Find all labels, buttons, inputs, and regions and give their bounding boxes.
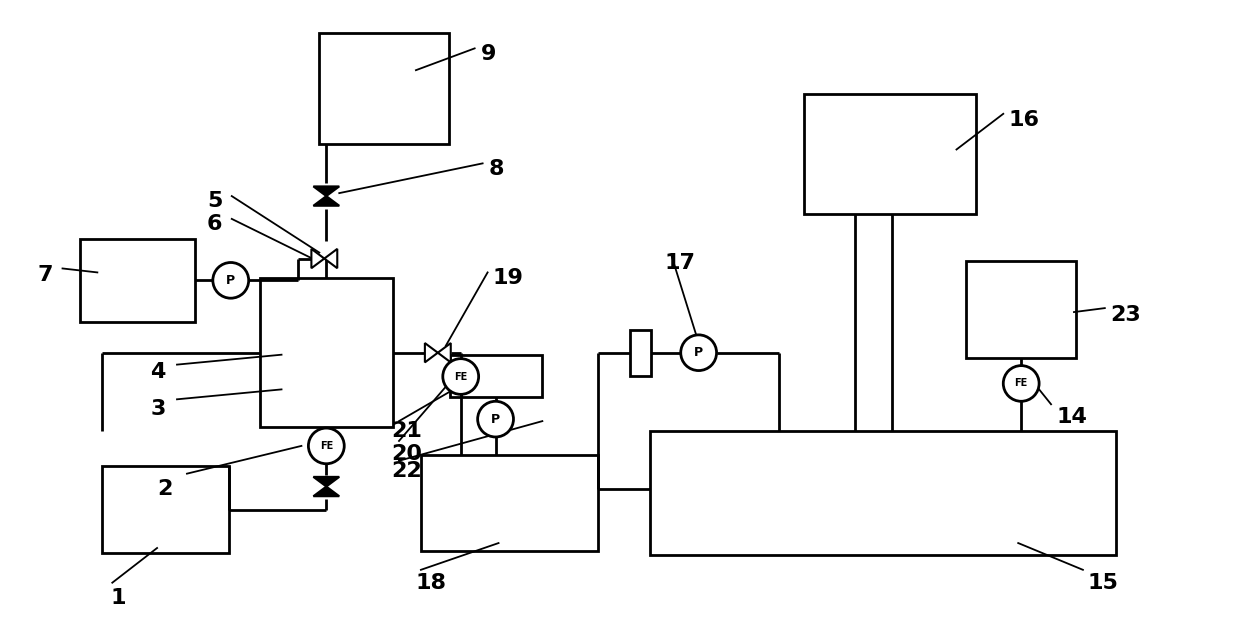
- Text: 20: 20: [391, 444, 422, 464]
- Text: 9: 9: [481, 44, 496, 64]
- Bar: [103, 466, 228, 553]
- Bar: [650, 431, 1116, 555]
- Bar: [320, 33, 449, 144]
- Text: 17: 17: [665, 253, 696, 272]
- Polygon shape: [314, 487, 340, 496]
- Text: 4: 4: [150, 362, 165, 381]
- Bar: [805, 94, 976, 214]
- Bar: [630, 330, 651, 376]
- Text: 5: 5: [207, 191, 222, 211]
- Circle shape: [1003, 365, 1039, 401]
- Polygon shape: [425, 343, 438, 362]
- Text: 1: 1: [110, 588, 125, 608]
- Circle shape: [309, 428, 345, 463]
- Bar: [81, 238, 195, 322]
- Circle shape: [477, 401, 513, 437]
- Text: 2: 2: [157, 479, 172, 499]
- Text: P: P: [226, 274, 236, 287]
- Text: 16: 16: [1008, 110, 1039, 130]
- Text: P: P: [491, 413, 500, 426]
- Bar: [966, 260, 1076, 358]
- Circle shape: [681, 335, 717, 370]
- Text: 18: 18: [415, 573, 446, 593]
- Polygon shape: [438, 343, 451, 362]
- Text: 15: 15: [1087, 573, 1118, 593]
- Text: 21: 21: [391, 421, 422, 441]
- Text: 3: 3: [150, 399, 165, 419]
- Text: 8: 8: [489, 160, 505, 179]
- Text: P: P: [694, 346, 703, 359]
- Bar: [450, 354, 542, 397]
- Text: 23: 23: [1110, 305, 1141, 325]
- Text: 19: 19: [492, 269, 523, 288]
- Bar: [259, 278, 393, 427]
- Text: 14: 14: [1056, 407, 1087, 428]
- Polygon shape: [314, 477, 340, 487]
- Text: 7: 7: [37, 265, 53, 285]
- Text: FE: FE: [1014, 378, 1028, 388]
- Text: 22: 22: [391, 461, 422, 481]
- Bar: [420, 455, 598, 551]
- Text: FE: FE: [320, 441, 334, 451]
- Circle shape: [443, 359, 479, 394]
- Polygon shape: [325, 249, 337, 268]
- Circle shape: [213, 263, 249, 298]
- Polygon shape: [311, 249, 325, 268]
- Text: 6: 6: [207, 214, 222, 234]
- Polygon shape: [314, 196, 340, 206]
- Polygon shape: [314, 187, 340, 196]
- Text: FE: FE: [454, 372, 467, 381]
